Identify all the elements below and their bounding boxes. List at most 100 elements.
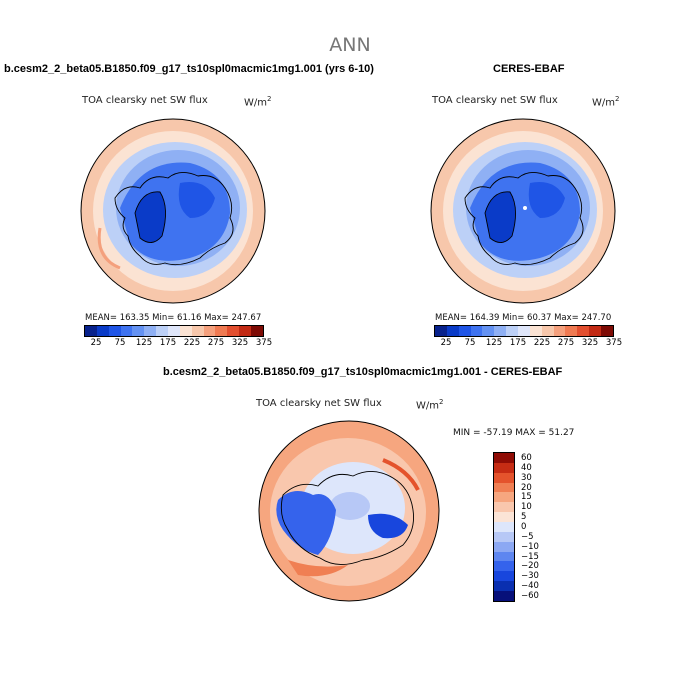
colorbar-swatch bbox=[565, 326, 578, 336]
panel1-units-label: W/m2 bbox=[244, 95, 272, 109]
colorbar-swatch bbox=[494, 581, 514, 592]
colorbar-swatch bbox=[494, 571, 514, 582]
panel2-units-label: W/m2 bbox=[592, 95, 620, 109]
colorbar-tick-label: −10 bbox=[521, 541, 539, 552]
panel3-colorbar bbox=[493, 452, 515, 602]
colorbar-swatch bbox=[227, 326, 240, 336]
colorbar-tick-label: 275 bbox=[207, 338, 225, 348]
colorbar-swatch bbox=[589, 326, 602, 336]
panel2-colorbar: 25 75 125 175 225 275 325 375 bbox=[434, 325, 623, 349]
colorbar-tick-label: 175 bbox=[159, 338, 177, 348]
colorbar-tick-label: 60 bbox=[521, 452, 532, 463]
panel1-stats: MEAN= 163.35 Min= 61.16 Max= 247.67 bbox=[85, 313, 262, 323]
colorbar-tick-label: 325 bbox=[581, 338, 599, 348]
colorbar-tick-label: 225 bbox=[183, 338, 201, 348]
colorbar-tick-label: −30 bbox=[521, 571, 539, 582]
panel3-variable-label: TOA clearsky net SW flux bbox=[256, 398, 382, 409]
colorbar-tick-label: 75 bbox=[114, 338, 126, 348]
colorbar-swatch bbox=[601, 326, 613, 336]
colorbar-tick-label: −60 bbox=[521, 591, 539, 602]
colorbar-tick-label: −40 bbox=[521, 581, 539, 592]
panel3-field-barents bbox=[368, 513, 408, 539]
colorbar-tick-label: −20 bbox=[521, 561, 539, 572]
colorbar-tick-label: 375 bbox=[605, 338, 623, 348]
colorbar-tick-label: −5 bbox=[521, 531, 534, 542]
panel2-field-central-arctic bbox=[528, 182, 565, 218]
colorbar-tick-label: 40 bbox=[521, 462, 532, 473]
panel2-field-greenland bbox=[485, 191, 516, 243]
colorbar-swatch bbox=[494, 453, 514, 463]
panel2-polar-map bbox=[430, 118, 616, 304]
colorbar-swatch bbox=[85, 326, 97, 336]
panel1-title: b.cesm2_2_beta05.B1850.f09_g17_ts10spl0m… bbox=[4, 63, 374, 75]
colorbar-swatch bbox=[239, 326, 252, 336]
panel2-coastline bbox=[464, 172, 584, 266]
colorbar-swatch bbox=[506, 326, 519, 336]
panel1-polar-map bbox=[80, 118, 266, 304]
panel3-field-pacific-streak bbox=[288, 560, 348, 577]
panel3-field-pole bbox=[330, 492, 370, 520]
panel3-map-border bbox=[258, 420, 440, 602]
colorbar-swatch bbox=[179, 326, 192, 336]
colorbar-swatch bbox=[203, 326, 216, 336]
panel3-field-eurasia-streak bbox=[382, 458, 420, 491]
colorbar-tick-label: 25 bbox=[90, 338, 102, 348]
panel2-pole-hole bbox=[523, 206, 527, 210]
colorbar-tick-label: 125 bbox=[485, 338, 503, 348]
panel1-field-ocean-streak bbox=[97, 227, 121, 270]
panel2-map-border bbox=[430, 118, 616, 304]
panel3-units-label: W/m2 bbox=[416, 398, 444, 412]
colorbar-tick-label: 375 bbox=[255, 338, 273, 348]
colorbar-tick-label: 25 bbox=[440, 338, 452, 348]
colorbar-swatch bbox=[435, 326, 447, 336]
colorbar-swatch bbox=[494, 326, 507, 336]
panel1-colorbar-ticks: 25 75 125 175 225 275 325 375 bbox=[84, 337, 273, 349]
panel3-polar-map bbox=[258, 420, 440, 602]
colorbar-swatch bbox=[553, 326, 566, 336]
colorbar-tick-label: 30 bbox=[521, 472, 532, 483]
panel2-stats: MEAN= 164.39 Min= 60.37 Max= 247.70 bbox=[435, 313, 612, 323]
colorbar-swatch bbox=[494, 591, 514, 601]
panel2-colorbar-ticks: 25 75 125 175 225 275 325 375 bbox=[434, 337, 623, 349]
panel1-colorbar-swatches bbox=[84, 325, 264, 337]
colorbar-swatch bbox=[541, 326, 554, 336]
panel2-variable-label: TOA clearsky net SW flux bbox=[432, 95, 558, 106]
colorbar-swatch bbox=[494, 541, 514, 552]
colorbar-swatch bbox=[494, 522, 514, 532]
colorbar-swatch bbox=[494, 472, 514, 483]
panel1-field-greenland bbox=[135, 191, 166, 243]
colorbar-swatch bbox=[494, 551, 514, 562]
colorbar-tick-label: 20 bbox=[521, 482, 532, 493]
colorbar-tick-label: 125 bbox=[135, 338, 153, 348]
colorbar-swatch bbox=[518, 326, 530, 336]
colorbar-swatch bbox=[494, 482, 514, 493]
colorbar-tick-label: 75 bbox=[464, 338, 476, 348]
colorbar-tick-label: 275 bbox=[557, 338, 575, 348]
panel3-stats: MIN = -57.19 MAX = 51.27 bbox=[453, 428, 575, 438]
panel1-variable-label: TOA clearsky net SW flux bbox=[82, 95, 208, 106]
colorbar-swatch bbox=[494, 462, 514, 473]
panel3-colorbar-ticks: 60 40 30 20 15 10 5 0 −5 −10 −15 −20 −30 −40 −60 bbox=[521, 452, 561, 602]
colorbar-swatch bbox=[529, 326, 542, 336]
panel3-field-canadian-arch bbox=[276, 491, 336, 555]
colorbar-swatch bbox=[446, 326, 459, 336]
colorbar-swatch bbox=[494, 531, 514, 542]
panel1-field-central-arctic bbox=[178, 182, 215, 218]
panel1-greenland-outline bbox=[134, 191, 166, 243]
colorbar-swatch bbox=[191, 326, 204, 336]
colorbar-tick-label: 175 bbox=[509, 338, 527, 348]
colorbar-tick-label: 225 bbox=[533, 338, 551, 348]
colorbar-swatch bbox=[96, 326, 109, 336]
colorbar-swatch bbox=[494, 512, 514, 523]
colorbar-swatch bbox=[132, 326, 145, 336]
colorbar-tick-label: 5 bbox=[521, 512, 527, 523]
panel3-title: b.cesm2_2_beta05.B1850.f09_g17_ts10spl0m… bbox=[163, 366, 563, 378]
colorbar-tick-label: 10 bbox=[521, 502, 532, 513]
colorbar-swatch bbox=[120, 326, 133, 336]
panel3-colorbar-swatches bbox=[493, 452, 515, 602]
panel1-colorbar: 25 75 125 175 225 275 325 375 bbox=[84, 325, 273, 349]
colorbar-swatch bbox=[494, 561, 514, 572]
colorbar-tick-label: −15 bbox=[521, 551, 539, 562]
colorbar-tick-label: 15 bbox=[521, 492, 532, 503]
colorbar-swatch bbox=[156, 326, 169, 336]
